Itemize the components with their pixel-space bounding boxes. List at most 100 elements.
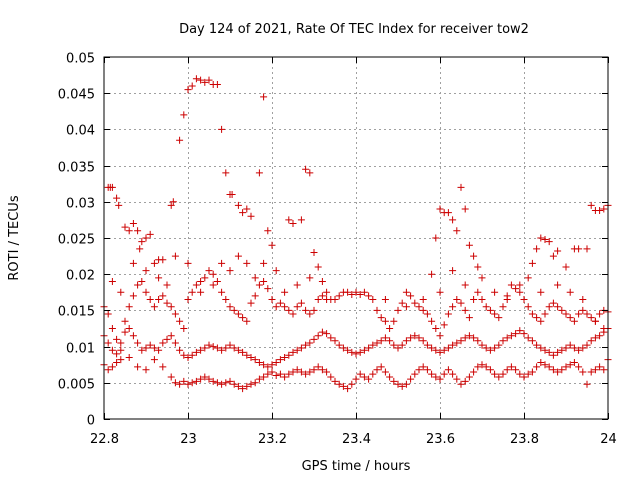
data-point bbox=[495, 314, 503, 322]
data-point bbox=[407, 334, 415, 342]
data-point bbox=[344, 288, 352, 296]
data-point bbox=[444, 310, 452, 318]
data-point bbox=[243, 317, 251, 325]
data-point bbox=[516, 288, 524, 296]
data-point bbox=[365, 344, 373, 352]
data-point bbox=[226, 377, 234, 385]
data-point bbox=[407, 292, 415, 300]
data-point bbox=[411, 370, 419, 378]
data-point bbox=[134, 339, 142, 347]
data-point bbox=[528, 310, 536, 318]
data-point bbox=[537, 234, 545, 242]
data-point bbox=[554, 281, 562, 289]
data-point bbox=[176, 380, 184, 388]
data-point bbox=[545, 303, 553, 311]
data-point bbox=[184, 259, 192, 267]
data-point bbox=[121, 317, 129, 325]
data-point bbox=[239, 348, 247, 356]
data-point bbox=[570, 344, 578, 352]
data-point bbox=[138, 277, 146, 285]
data-point bbox=[440, 321, 448, 329]
data-point bbox=[520, 296, 528, 304]
data-point bbox=[474, 288, 482, 296]
data-point bbox=[209, 343, 217, 351]
data-point bbox=[155, 296, 163, 304]
data-point bbox=[419, 296, 427, 304]
data-point bbox=[570, 317, 578, 325]
data-point bbox=[146, 230, 154, 238]
data-point bbox=[222, 296, 230, 304]
data-point bbox=[293, 346, 301, 354]
data-point bbox=[440, 346, 448, 354]
data-point bbox=[192, 281, 200, 289]
data-point bbox=[381, 296, 389, 304]
y-tick-label: 0.02 bbox=[66, 269, 95, 284]
data-point bbox=[171, 339, 179, 347]
data-point bbox=[520, 373, 528, 381]
data-point bbox=[587, 314, 595, 322]
data-point bbox=[171, 310, 179, 318]
data-point bbox=[499, 303, 507, 311]
data-point bbox=[115, 201, 123, 209]
data-point bbox=[268, 296, 276, 304]
data-point bbox=[108, 363, 116, 371]
data-point bbox=[436, 332, 444, 340]
data-point bbox=[558, 366, 566, 374]
data-point bbox=[117, 346, 125, 354]
data-point bbox=[209, 270, 217, 278]
data-point bbox=[247, 299, 255, 307]
data-point bbox=[264, 285, 272, 293]
data-point bbox=[318, 328, 326, 336]
data-point bbox=[453, 339, 461, 347]
data-point bbox=[169, 198, 177, 206]
data-point bbox=[167, 373, 175, 381]
data-point bbox=[125, 353, 133, 361]
data-point bbox=[549, 252, 557, 260]
data-point bbox=[524, 303, 532, 311]
data-point bbox=[138, 238, 146, 246]
data-point bbox=[507, 363, 515, 371]
data-point bbox=[314, 296, 322, 304]
data-point bbox=[176, 136, 184, 144]
data-point bbox=[545, 348, 553, 356]
data-point bbox=[516, 327, 524, 335]
data-point bbox=[432, 325, 440, 332]
data-point bbox=[297, 299, 305, 307]
data-point bbox=[436, 348, 444, 356]
data-point bbox=[394, 344, 402, 352]
data-point bbox=[428, 344, 436, 352]
data-point bbox=[558, 346, 566, 354]
data-point bbox=[197, 346, 205, 354]
data-point bbox=[495, 373, 503, 381]
data-point bbox=[260, 361, 268, 369]
data-point bbox=[323, 330, 331, 338]
data-point bbox=[512, 330, 520, 338]
data-point bbox=[339, 382, 347, 390]
data-point bbox=[243, 259, 251, 267]
data-point bbox=[318, 366, 326, 374]
data-point bbox=[302, 306, 310, 314]
data-point bbox=[192, 75, 200, 83]
data-point bbox=[222, 344, 230, 352]
data-point bbox=[449, 267, 457, 275]
data-point bbox=[562, 263, 570, 271]
data-point bbox=[344, 346, 352, 354]
data-point bbox=[335, 341, 343, 349]
data-point bbox=[197, 375, 205, 383]
data-point bbox=[125, 227, 133, 235]
data-point bbox=[218, 346, 226, 354]
data-point bbox=[188, 82, 196, 90]
data-point bbox=[449, 216, 457, 224]
data-point bbox=[121, 328, 129, 336]
data-point bbox=[449, 341, 457, 349]
data-point bbox=[537, 359, 545, 367]
data-point bbox=[281, 353, 289, 361]
data-point bbox=[474, 263, 482, 271]
data-point bbox=[596, 206, 604, 214]
data-point bbox=[600, 366, 608, 374]
data-point bbox=[415, 366, 423, 374]
data-point bbox=[461, 377, 469, 385]
y-axis-label: ROTI / TECUs bbox=[7, 195, 22, 280]
chart-title: Day 124 of 2021, Rate Of TEC Index for r… bbox=[179, 22, 529, 37]
data-point bbox=[554, 303, 562, 311]
